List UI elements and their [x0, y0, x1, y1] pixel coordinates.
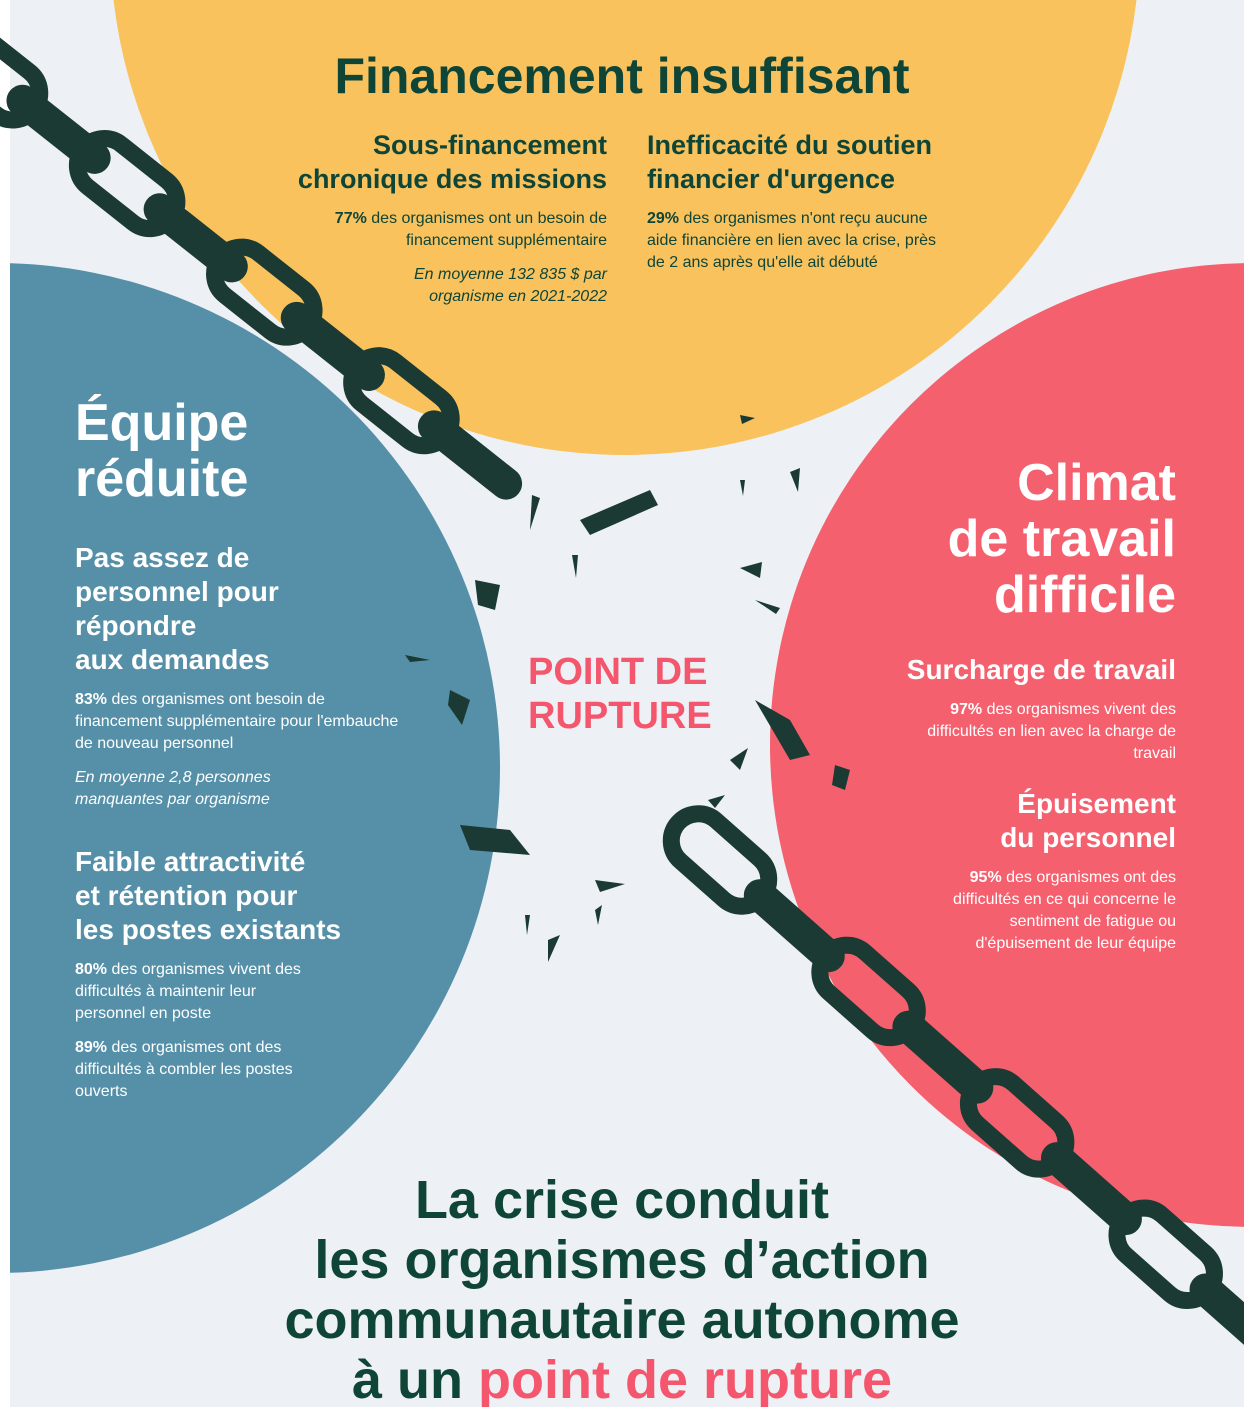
- heading-line: Inefficacité du soutien: [647, 128, 1047, 162]
- conclusion: La crise conduit les organismes d’action…: [0, 1170, 1244, 1407]
- climate-section: Climat de travail difficile Surcharge de…: [776, 455, 1176, 955]
- stat-text: des organismes ont un besoin de financem…: [371, 210, 607, 249]
- stat: 83% des organismes ont besoin de finance…: [75, 689, 405, 755]
- stat-figure: 95%: [970, 869, 1002, 886]
- title-line: réduite: [75, 451, 455, 507]
- conclusion-line: communautaire autonome: [0, 1290, 1244, 1350]
- stat: 97% des organismes vivent des difficulté…: [926, 699, 1176, 765]
- heading-line: personnel pour: [75, 575, 455, 609]
- stat: 29% des organismes n'ont reçu aucune aid…: [647, 208, 947, 274]
- heading-line: Sous-financement: [200, 128, 607, 162]
- heading-line: Faible attractivité: [75, 845, 455, 879]
- stat-figure: 83%: [75, 691, 107, 708]
- note: En moyenne 2,8 personnes manquantes par …: [75, 767, 345, 811]
- note: En moyenne 132 835 $ par organisme en 20…: [367, 264, 607, 308]
- center-label: POINT DE RUPTURE: [528, 650, 712, 738]
- heading: Inefficacité du soutien financier d'urge…: [647, 128, 1047, 196]
- stat-text: des organismes vivent des difficultés à …: [75, 961, 301, 1022]
- heading: Pas assez de personnel pour répondre aux…: [75, 541, 455, 677]
- stat-text: des organismes n'ont reçu aucune aide fi…: [647, 210, 936, 271]
- column: Sous-financement chronique des missions …: [200, 128, 607, 308]
- heading: Sous-financement chronique des missions: [200, 128, 607, 196]
- section-title: Climat de travail difficile: [776, 455, 1176, 623]
- label-line: RUPTURE: [528, 694, 712, 738]
- stat-figure: 89%: [75, 1039, 107, 1056]
- heading-line: aux demandes: [75, 643, 455, 677]
- heading-line: les postes existants: [75, 913, 455, 947]
- heading-line: répondre: [75, 609, 455, 643]
- team-section: Équipe réduite Pas assez de personnel po…: [75, 395, 455, 1103]
- title-line: difficile: [776, 567, 1176, 623]
- heading: Épuisement du personnel: [776, 787, 1176, 855]
- conclusion-line: La crise conduit: [0, 1170, 1244, 1230]
- conclusion-line: à un point de rupture: [0, 1350, 1244, 1407]
- heading-line: du personnel: [776, 821, 1176, 855]
- heading-line: Épuisement: [776, 787, 1176, 821]
- conclusion-line: les organismes d’action: [0, 1230, 1244, 1290]
- stat-text: des organismes ont besoin de financement…: [75, 691, 398, 752]
- stat-figure: 97%: [950, 701, 982, 718]
- main-title: Financement insuffisant: [0, 48, 1244, 104]
- stat-text: des organismes ont des difficultés à com…: [75, 1039, 293, 1100]
- heading-line: financier d'urgence: [647, 162, 1047, 196]
- label-line: POINT DE: [528, 650, 712, 694]
- title-line: Climat: [776, 455, 1176, 511]
- heading: Surcharge de travail: [776, 653, 1176, 687]
- stat-figure: 80%: [75, 961, 107, 978]
- heading-line: et rétention pour: [75, 879, 455, 913]
- stat: 95% des organismes ont des difficultés e…: [931, 867, 1176, 955]
- conclusion-highlight: point de rupture: [478, 1350, 892, 1407]
- heading-line: chronique des missions: [200, 162, 607, 196]
- stat: 77% des organismes ont un besoin de fina…: [277, 208, 607, 252]
- stat: 89% des organismes ont des difficultés à…: [75, 1037, 315, 1103]
- title-line: de travail: [776, 511, 1176, 567]
- section-title: Équipe réduite: [75, 395, 455, 507]
- heading: Faible attractivité et rétention pour le…: [75, 845, 455, 947]
- stat-figure: 77%: [335, 210, 367, 227]
- infographic: Financement insuffisant Sous-financement…: [0, 0, 1244, 1407]
- column: Inefficacité du soutien financier d'urge…: [647, 128, 1047, 274]
- heading-line: Surcharge de travail: [776, 653, 1176, 687]
- conclusion-prefix: à un: [352, 1350, 463, 1407]
- title-line: Équipe: [75, 395, 455, 451]
- stat: 80% des organismes vivent des difficulté…: [75, 959, 330, 1025]
- stat-figure: 29%: [647, 210, 679, 227]
- heading-line: Pas assez de: [75, 541, 455, 575]
